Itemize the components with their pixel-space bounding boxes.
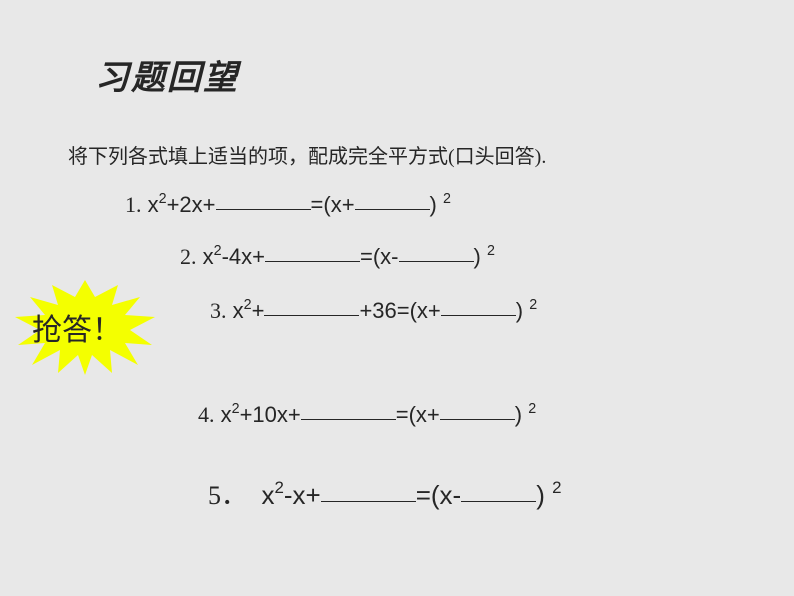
problem-2-mid1: -4x+ [222, 244, 265, 269]
problem-3-blank1 [264, 294, 359, 316]
problem-5-blank2 [461, 476, 536, 502]
problem-5-paren: ) [536, 480, 545, 510]
problem-4: 4. x2+10x+=(x+) 2 [198, 400, 536, 428]
problem-3-exp1: 2 [244, 297, 252, 313]
problem-5-mid1: -x+ [284, 480, 321, 510]
problem-4-paren: ) [515, 402, 522, 427]
problem-3-var: x [233, 298, 244, 323]
callout-burst: 抢答！ [10, 275, 160, 375]
problem-1-var: x [148, 192, 159, 217]
problem-5-var: x [261, 480, 274, 510]
problem-5: 5． x2-x+=(x-) 2 [208, 475, 562, 512]
problem-4-exp2: 2 [528, 401, 536, 417]
problem-1: 1. x2+2x+=(x+) 2 [125, 190, 451, 218]
problem-3-exp2: 2 [529, 297, 537, 313]
callout-text: 抢答！ [32, 305, 122, 349]
problem-3-eq: +36=(x+ [359, 298, 440, 323]
problem-3-blank2 [441, 294, 516, 316]
problem-2-blank2 [399, 240, 474, 262]
problem-4-blank2 [440, 398, 515, 420]
problem-2-var: x [203, 244, 214, 269]
problem-1-num: 1. [125, 192, 142, 217]
problem-4-var: x [221, 402, 232, 427]
problem-1-blank1 [216, 188, 311, 210]
problem-4-num: 4. [198, 402, 215, 427]
problem-3: 3. x2++36=(x+) 2 [210, 296, 537, 324]
problem-3-paren: ) [516, 298, 523, 323]
problem-5-exp2: 2 [552, 478, 561, 497]
problem-3-num: 3. [210, 298, 227, 323]
problem-4-mid1: +10x+ [240, 402, 301, 427]
problem-2: 2. x2-4x+=(x-) 2 [180, 242, 495, 270]
problem-4-blank1 [301, 398, 396, 420]
problem-5-num: 5． [208, 481, 247, 510]
problem-2-paren: ) [474, 244, 481, 269]
problem-5-eq: =(x- [416, 480, 462, 510]
instruction-text: 将下列各式填上适当的项，配成完全平方式(口头回答). [68, 140, 546, 169]
problem-1-blank2 [355, 188, 430, 210]
problem-3-plus: + [252, 298, 265, 323]
problem-2-eq: =(x- [360, 244, 399, 269]
page-title: 习题回望 [95, 50, 239, 99]
problem-1-exp1: 2 [159, 191, 167, 207]
problem-5-exp1: 2 [274, 478, 283, 497]
problem-4-exp1: 2 [232, 401, 240, 417]
problem-1-paren: ) [430, 192, 437, 217]
problem-1-exp2: 2 [443, 191, 451, 207]
problem-2-exp2: 2 [487, 243, 495, 259]
problem-2-blank1 [265, 240, 360, 262]
problem-5-blank1 [321, 476, 416, 502]
problem-2-exp1: 2 [214, 243, 222, 259]
problem-4-eq: =(x+ [396, 402, 440, 427]
problem-2-num: 2. [180, 244, 197, 269]
problem-1-eq: =(x+ [311, 192, 355, 217]
problem-1-mid1: +2x+ [167, 192, 216, 217]
